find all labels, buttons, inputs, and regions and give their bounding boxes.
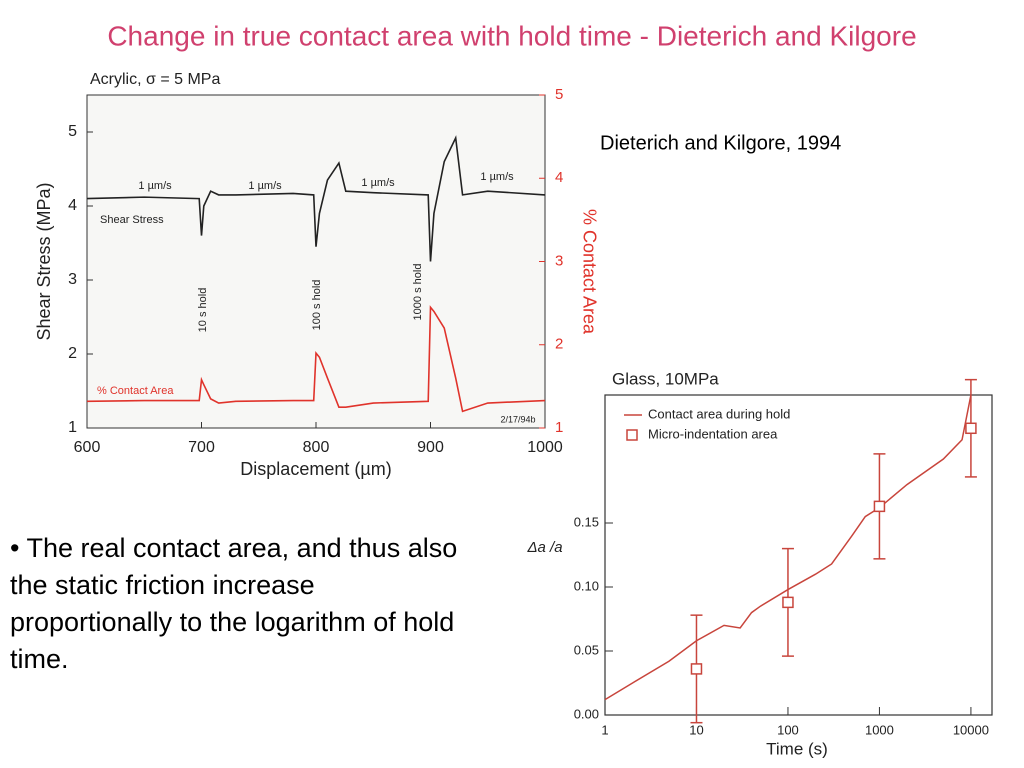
y-tick-label: 3 (68, 271, 77, 288)
x-tick-label: 100 (777, 722, 799, 737)
plot-frame (604, 394, 993, 716)
annotation: 1 µm/s (480, 171, 514, 183)
y2-tick-label: 2 (555, 336, 563, 353)
x-tick-label: 1000 (865, 722, 894, 737)
y2-tick-label: 1 (555, 419, 563, 436)
series-line (86, 305, 546, 413)
x-axis-label: Time (s) (766, 739, 828, 758)
annotation: 1 µm/s (361, 177, 395, 189)
series-line (86, 135, 546, 262)
series-line (604, 394, 972, 701)
y2-axis-label: % Contact Area (579, 209, 599, 335)
y2-tick-label: 3 (555, 252, 563, 269)
series-label: % Contact Area (97, 385, 174, 397)
annotation: 1 µm/s (248, 180, 282, 192)
x-tick-label: 10000 (953, 722, 989, 737)
series-label: Shear Stress (100, 214, 164, 226)
y-axis-label: Shear Stress (MPa) (34, 182, 54, 340)
legend-label: Contact area during hold (648, 406, 790, 421)
legend-marker (626, 429, 638, 441)
y-axis-label: Δa /a (526, 539, 562, 556)
y-tick-label: 0.00 (574, 706, 599, 721)
y-tick-label: 1 (68, 419, 77, 436)
marker (690, 663, 703, 675)
y2-tick-label: 4 (555, 169, 563, 186)
x-tick-label: 800 (303, 439, 330, 456)
annotation: 1 µm/s (138, 180, 172, 192)
x-tick-label: 700 (188, 439, 215, 456)
x-tick-label: 10 (689, 722, 703, 737)
marker (965, 422, 977, 435)
y-tick-label: 0.05 (574, 642, 599, 657)
annotation: 1000 s hold (412, 264, 424, 321)
marker (873, 500, 886, 513)
marker (782, 596, 794, 609)
plot-frame (86, 94, 546, 429)
slide-title: Change in true contact area with hold ti… (107, 20, 916, 51)
y-tick-label: 0.10 (574, 578, 599, 593)
x-axis-label: Displacement (µm) (240, 459, 391, 479)
x-tick-label: 1000 (527, 439, 563, 456)
annotation: 10 s hold (197, 288, 209, 333)
y-tick-label: 2 (68, 345, 77, 362)
chart-title: Acrylic, σ = 5 MPa (90, 71, 220, 88)
bullet-text: • The real contact area, and thus also t… (10, 533, 458, 674)
y2-tick-label: 5 (555, 86, 563, 103)
y-tick-label: 0.15 (574, 514, 599, 529)
annotation: 2/17/94b (500, 414, 535, 424)
x-tick-label: 1 (601, 722, 608, 737)
chart-title: Glass, 10MPa (612, 369, 719, 388)
y-tick-label: 5 (68, 123, 77, 140)
citation: Dieterich and Kilgore, 1994 (600, 132, 841, 154)
x-tick-label: 900 (417, 439, 444, 456)
x-tick-label: 600 (74, 439, 101, 456)
y-tick-label: 4 (68, 197, 77, 214)
legend-label: Micro-indentation area (648, 426, 778, 441)
annotation: 100 s hold (311, 280, 323, 331)
